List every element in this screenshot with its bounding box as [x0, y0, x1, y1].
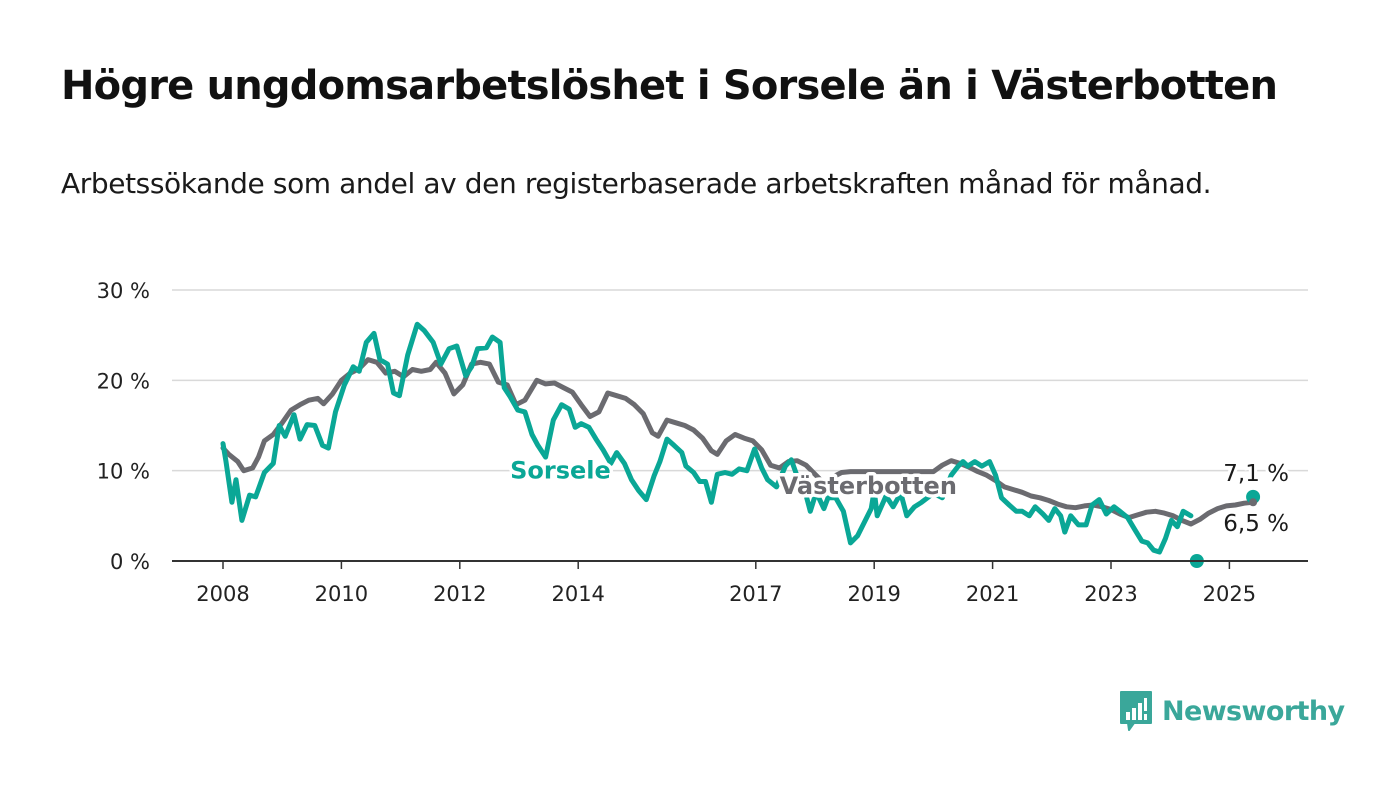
y-tick-label: 20 %	[97, 369, 150, 393]
x-tick-label: 2010	[315, 582, 368, 606]
x-tick-label: 2008	[196, 582, 249, 606]
series-labels: Sorsele Västerbotten 6,5 % 7,1 %	[507, 453, 1292, 568]
brand-name: Newsworthy	[1162, 695, 1345, 727]
series-line-sorsele	[220, 321, 1194, 555]
y-tick-label: 30 %	[97, 279, 150, 303]
y-tick-label: 10 %	[97, 460, 150, 484]
end-label-sorsele: 7,1 %	[1223, 461, 1289, 487]
data-point-vasterbotten	[1249, 498, 1258, 507]
x-tick-label: 2025	[1203, 582, 1256, 606]
x-tick-label: 2019	[847, 582, 900, 606]
y-tick-label: 0 %	[110, 550, 150, 574]
x-tick-label: 2012	[433, 582, 486, 606]
chart-title: Högre ungdomsarbetslöshet i Sorsele än i…	[61, 63, 1278, 109]
x-axis-ticks: 2008 2010 2012 2014 2017 2019 2021 2023 2025	[196, 561, 1256, 606]
y-axis-ticks: 0 % 10 % 20 % 30 %	[97, 279, 150, 574]
x-tick-label: 2014	[551, 582, 604, 606]
x-tick-label: 2023	[1084, 582, 1137, 606]
chart-subtitle: Arbetssökande som andel av den registerb…	[61, 167, 1212, 200]
end-label-vasterbotten: 6,5 %	[1223, 511, 1289, 537]
x-tick-label: 2021	[966, 582, 1019, 606]
bar-chart-speech-bubble-icon	[1120, 691, 1152, 731]
series-label-västerbotten: Västerbotten	[780, 472, 957, 500]
x-tick-label: 2017	[729, 582, 782, 606]
series-label-sorsele: Sorsele	[510, 457, 611, 485]
brand-logo: Newsworthy	[1118, 689, 1345, 733]
series-lines	[220, 321, 1256, 555]
